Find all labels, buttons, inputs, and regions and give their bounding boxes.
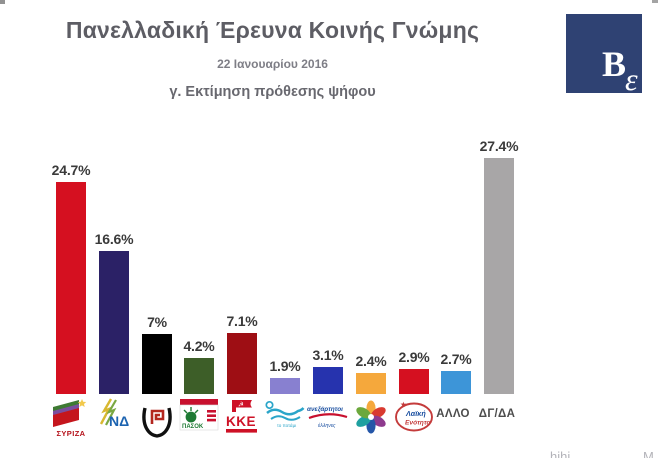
bar-chart: 24.7% 16.6% 7% 4.2% 7.1% 1.9% 3.1% 2.4% (50, 0, 520, 394)
wreath-meander-icon (142, 407, 172, 438)
value-label-potami: 1.9% (269, 357, 301, 374)
syriza-logo-text: ΣΥΡΙΖΑ (56, 429, 86, 438)
bar-kke (227, 332, 257, 394)
bar-xrysi-avgi (142, 333, 172, 394)
bar-column-pasok: 4.2% (178, 0, 220, 394)
enosi-kentroon-logo (349, 398, 393, 448)
laiki-logo-line2: Ενότητα (405, 420, 432, 427)
pollster-logo-letter-e-overflow: ε (625, 93, 638, 95)
value-label-laiki-enotita: 2.9% (398, 349, 430, 366)
category-label-other: ΑΛΛΟ (436, 408, 470, 420)
value-label-other: 2.7% (440, 350, 472, 367)
bar-pasok (184, 357, 214, 394)
bar-column-dk-na: 27.4% (478, 0, 520, 394)
syriza-flag-icon (53, 399, 87, 427)
bar-column-xrysi-avgi: 7% (136, 0, 178, 394)
bar-syriza (56, 181, 86, 394)
pasok-sun-icon: ΠΑΣΟΚ (179, 399, 219, 431)
nd-logo-text: ΝΔ (109, 413, 130, 429)
chart-subtitle: γ. Εκτίμηση πρόθεσης ψήφου (169, 84, 376, 100)
pinwheel-icon (356, 400, 386, 434)
poll-date: 22 Ιανουαρίου 2016 (217, 57, 328, 71)
corner-artifact-top-left (0, 0, 5, 4)
pollster-logo-letter-e: ε (625, 61, 638, 93)
corner-artifact-top-right (652, 0, 658, 3)
xrysi-avgi-logo (135, 398, 179, 448)
bar-potami (270, 377, 300, 394)
kke-logo: ☭ ΚΚΕ (220, 398, 264, 448)
bar-column-enosi-kentroon: 2.4% (350, 0, 392, 394)
bar-anel (313, 367, 343, 394)
bar-column-kke: 7.1% (221, 0, 263, 394)
page-title: Πανελλαδική Έρευνα Κοινής Γνώμης (65, 17, 480, 43)
nd-logo: ΝΔ (92, 398, 136, 448)
value-label-pasok: 4.2% (183, 337, 215, 354)
bar-nd (99, 251, 129, 394)
potami-logo: το ποτάμι (263, 398, 307, 448)
bar-enosi-kentroon (356, 373, 386, 394)
laiki-enotita-logo: ★ Λαϊκή Ενότητα (392, 398, 436, 448)
potami-logo-text: το ποτάμι (277, 422, 296, 428)
value-label-kke: 7.1% (226, 312, 258, 329)
clipped-watermark-left: hihi (550, 449, 571, 458)
value-label-nd: 16.6% (94, 231, 134, 248)
anel-logo-line1: ανεξάρτητοι (307, 406, 343, 413)
syriza-logo: ΣΥΡΙΖΑ (49, 398, 93, 448)
bar-column-other: 2.7% (435, 0, 477, 394)
value-label-xrysi-avgi: 7% (147, 313, 167, 330)
laiki-logo-line1: Λαϊκή (405, 409, 426, 418)
bar-column-nd: 16.6% (93, 0, 135, 394)
nd-torch-icon (99, 398, 117, 426)
pollster-logo-letter-b: B (602, 44, 627, 84)
laiki-enotita-circle-icon: ★ Λαϊκή Ενότητα (395, 400, 433, 432)
bar-dk-na (484, 158, 514, 394)
bar-column-syriza: 24.7% (50, 0, 92, 394)
value-label-enosi-kentroon: 2.4% (355, 353, 387, 370)
bar-column-potami: 1.9% (264, 0, 306, 394)
pollster-logo: B ε (566, 14, 642, 93)
category-label-dk-na: ΔΓ/ΔΑ (478, 408, 516, 420)
anel-logo: ανεξάρτητοι έλληνες (306, 398, 350, 448)
bar-laiki-enotita (399, 369, 429, 394)
svg-text:☭: ☭ (238, 401, 244, 408)
potami-waves-icon: το ποτάμι (265, 400, 305, 428)
bar-column-anel: 3.1% (307, 0, 349, 394)
svg-text:★: ★ (400, 400, 407, 409)
kke-flag-icon: ☭ ΚΚΕ (226, 400, 257, 433)
value-label-anel: 3.1% (312, 347, 344, 364)
clipped-watermark-right: M (643, 449, 654, 458)
anel-script-icon: ανεξάρτητοι έλληνες (307, 406, 348, 429)
value-label-dk-na: 27.4% (479, 138, 519, 155)
value-label-syriza: 24.7% (51, 161, 91, 178)
anel-logo-line2: έλληνες (318, 422, 336, 429)
kke-logo-text: ΚΚΕ (226, 414, 256, 429)
bar-column-laiki-enotita: 2.9% (393, 0, 435, 394)
bar-other (441, 370, 471, 394)
pasok-logo-text: ΠΑΣΟΚ (182, 424, 204, 430)
pasok-logo: ΠΑΣΟΚ (177, 398, 221, 448)
